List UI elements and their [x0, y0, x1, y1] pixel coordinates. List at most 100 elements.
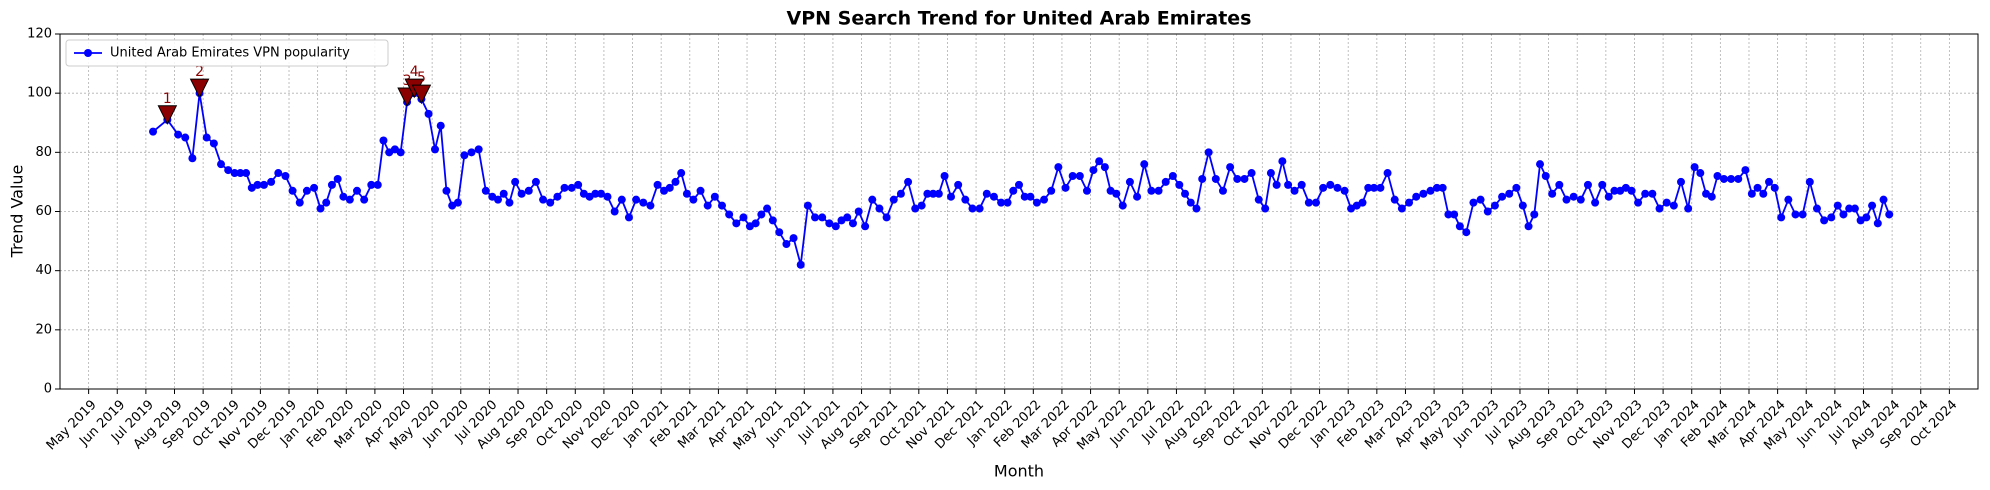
data-point — [1168, 172, 1177, 180]
data-point — [929, 189, 938, 198]
annotation-label: 2 — [195, 64, 204, 80]
data-point — [1278, 157, 1287, 166]
data-point — [274, 169, 283, 178]
data-point — [517, 189, 526, 198]
annotation-marker — [411, 84, 432, 105]
data-point — [1358, 198, 1367, 207]
data-point — [1524, 222, 1533, 231]
data-point — [1741, 166, 1750, 175]
data-point — [1082, 186, 1091, 195]
data-point — [975, 204, 984, 213]
data-point — [1068, 172, 1077, 180]
data-point — [1181, 189, 1190, 198]
data-point — [653, 180, 662, 189]
data-point — [499, 189, 508, 198]
data-point — [961, 195, 970, 204]
data-point — [1798, 210, 1807, 219]
data-point — [539, 195, 548, 204]
data-point — [624, 213, 633, 222]
data-point — [1015, 180, 1023, 189]
data-point — [1218, 186, 1227, 195]
y-tick-label: 60 — [35, 204, 52, 219]
data-point — [1047, 186, 1056, 195]
data-point — [1438, 183, 1447, 192]
data-point — [1186, 198, 1195, 207]
data-point — [696, 186, 705, 195]
data-point — [665, 183, 674, 192]
data-point — [310, 183, 319, 192]
data-point — [302, 186, 311, 195]
data-point — [1319, 183, 1328, 192]
data-point — [1713, 172, 1722, 180]
data-point — [1450, 210, 1459, 219]
data-point — [646, 201, 655, 210]
data-point — [1569, 192, 1578, 201]
data-point — [1211, 174, 1220, 183]
data-point — [1369, 183, 1378, 192]
data-point — [1662, 198, 1671, 207]
data-point — [531, 177, 540, 186]
data-point — [1648, 189, 1657, 198]
data-point — [854, 207, 863, 216]
data-point — [1555, 180, 1564, 189]
data-point — [732, 219, 741, 228]
data-point — [1548, 189, 1557, 198]
data-point — [1576, 195, 1585, 204]
data-point — [1112, 189, 1121, 198]
legend-label: United Arab Emirates VPN popularity — [110, 46, 350, 61]
data-point — [453, 198, 462, 207]
data-point — [671, 177, 680, 186]
data-point — [1610, 186, 1619, 195]
data-point — [339, 192, 348, 201]
data-point — [1777, 213, 1786, 222]
annotation-marker — [189, 78, 210, 99]
data-point — [1444, 210, 1453, 219]
data-point — [1770, 183, 1779, 192]
data-point — [567, 183, 576, 192]
data-point — [1254, 195, 1263, 204]
data-point — [1290, 186, 1299, 195]
data-point — [934, 189, 943, 198]
y-tick-label: 80 — [35, 145, 52, 160]
data-point — [682, 189, 691, 198]
data-point — [954, 180, 963, 189]
legend-frame — [65, 39, 389, 67]
data-point — [1204, 148, 1213, 157]
data-point — [1233, 174, 1242, 183]
data-point — [202, 133, 211, 142]
data-point — [574, 180, 583, 189]
data-point — [968, 204, 977, 213]
data-point — [188, 154, 197, 163]
data-point — [1075, 172, 1084, 180]
data-point — [253, 180, 262, 189]
data-point — [224, 166, 233, 175]
data-point — [442, 186, 451, 195]
data-point — [1312, 198, 1321, 207]
data-point — [1483, 207, 1492, 216]
data-point — [603, 192, 612, 201]
data-point — [703, 201, 712, 210]
data-point — [989, 192, 998, 201]
data-point — [1154, 186, 1163, 195]
data-point — [1405, 198, 1414, 207]
data-point — [1696, 169, 1705, 178]
data-point — [1432, 183, 1441, 192]
data-point — [803, 201, 812, 210]
data-point — [940, 172, 949, 180]
data-point — [345, 195, 354, 204]
data-point — [775, 228, 784, 237]
data-point — [677, 169, 686, 178]
data-point — [1226, 163, 1235, 172]
data-point — [327, 180, 336, 189]
data-point — [875, 204, 884, 213]
data-point — [1383, 169, 1392, 178]
data-point — [843, 213, 852, 222]
data-point — [1727, 174, 1736, 183]
y-tick-label: 20 — [35, 322, 52, 337]
data-point — [1390, 195, 1399, 204]
data-point — [1095, 157, 1104, 166]
data-point — [1161, 177, 1170, 186]
data-point — [396, 148, 405, 157]
data-point — [1462, 228, 1471, 237]
data-point — [360, 195, 369, 204]
